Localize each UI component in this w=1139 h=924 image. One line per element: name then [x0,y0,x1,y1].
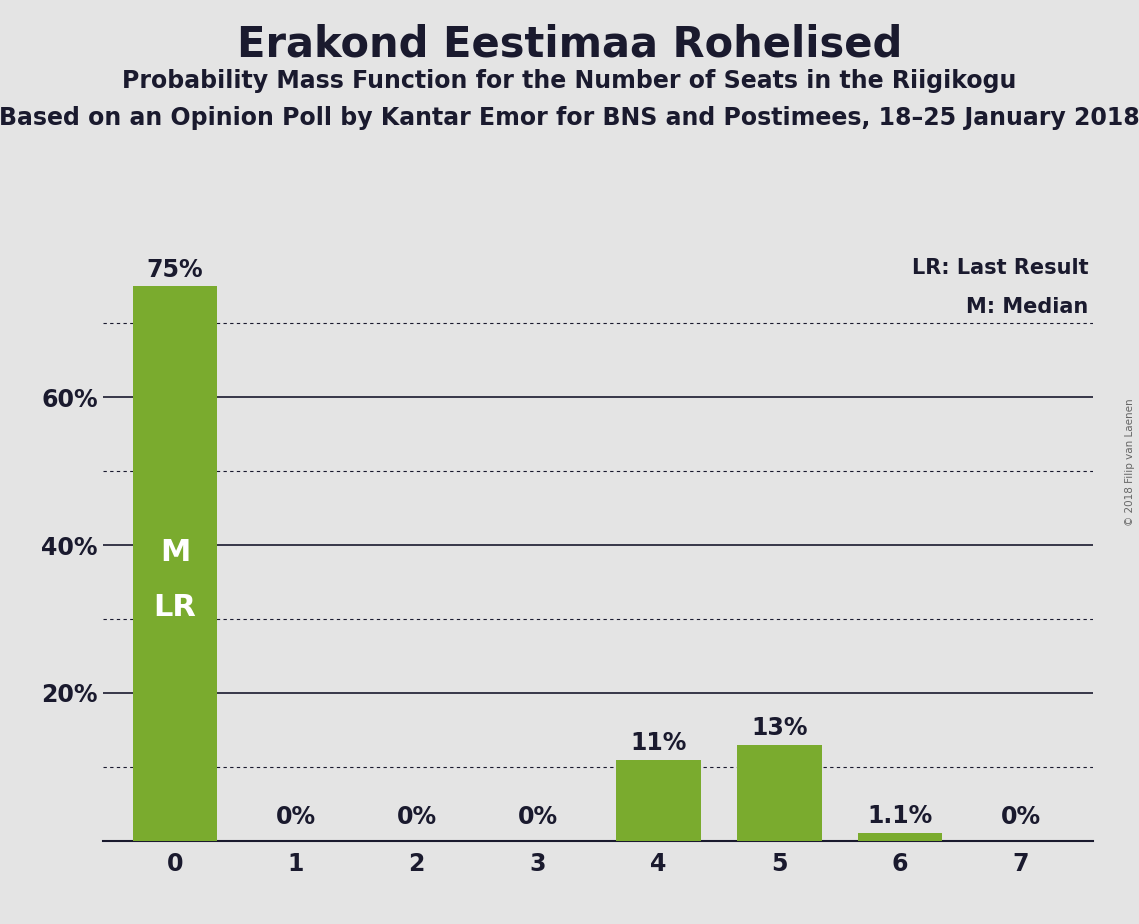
Text: © 2018 Filip van Laenen: © 2018 Filip van Laenen [1125,398,1134,526]
Text: 0%: 0% [396,805,436,829]
Text: Based on an Opinion Poll by Kantar Emor for BNS and Postimees, 18–25 January 201: Based on an Opinion Poll by Kantar Emor … [0,106,1139,130]
Bar [858,833,942,841]
Text: LR: LR [154,593,196,623]
Text: 0%: 0% [1001,805,1041,829]
Text: M: M [159,538,190,567]
Text: 0%: 0% [517,805,558,829]
Text: 11%: 11% [630,731,687,755]
Text: 75%: 75% [147,258,204,282]
Text: 1.1%: 1.1% [868,804,933,828]
Bar [133,286,218,841]
Text: M: Median: M: Median [966,297,1089,317]
Text: Probability Mass Function for the Number of Seats in the Riigikogu: Probability Mass Function for the Number… [122,69,1017,93]
Text: 0%: 0% [276,805,316,829]
Text: Erakond Eestimaa Rohelised: Erakond Eestimaa Rohelised [237,23,902,65]
Text: 13%: 13% [751,716,808,740]
Bar [616,760,700,841]
Text: LR: Last Result: LR: Last Result [912,259,1089,278]
Bar [737,745,821,841]
